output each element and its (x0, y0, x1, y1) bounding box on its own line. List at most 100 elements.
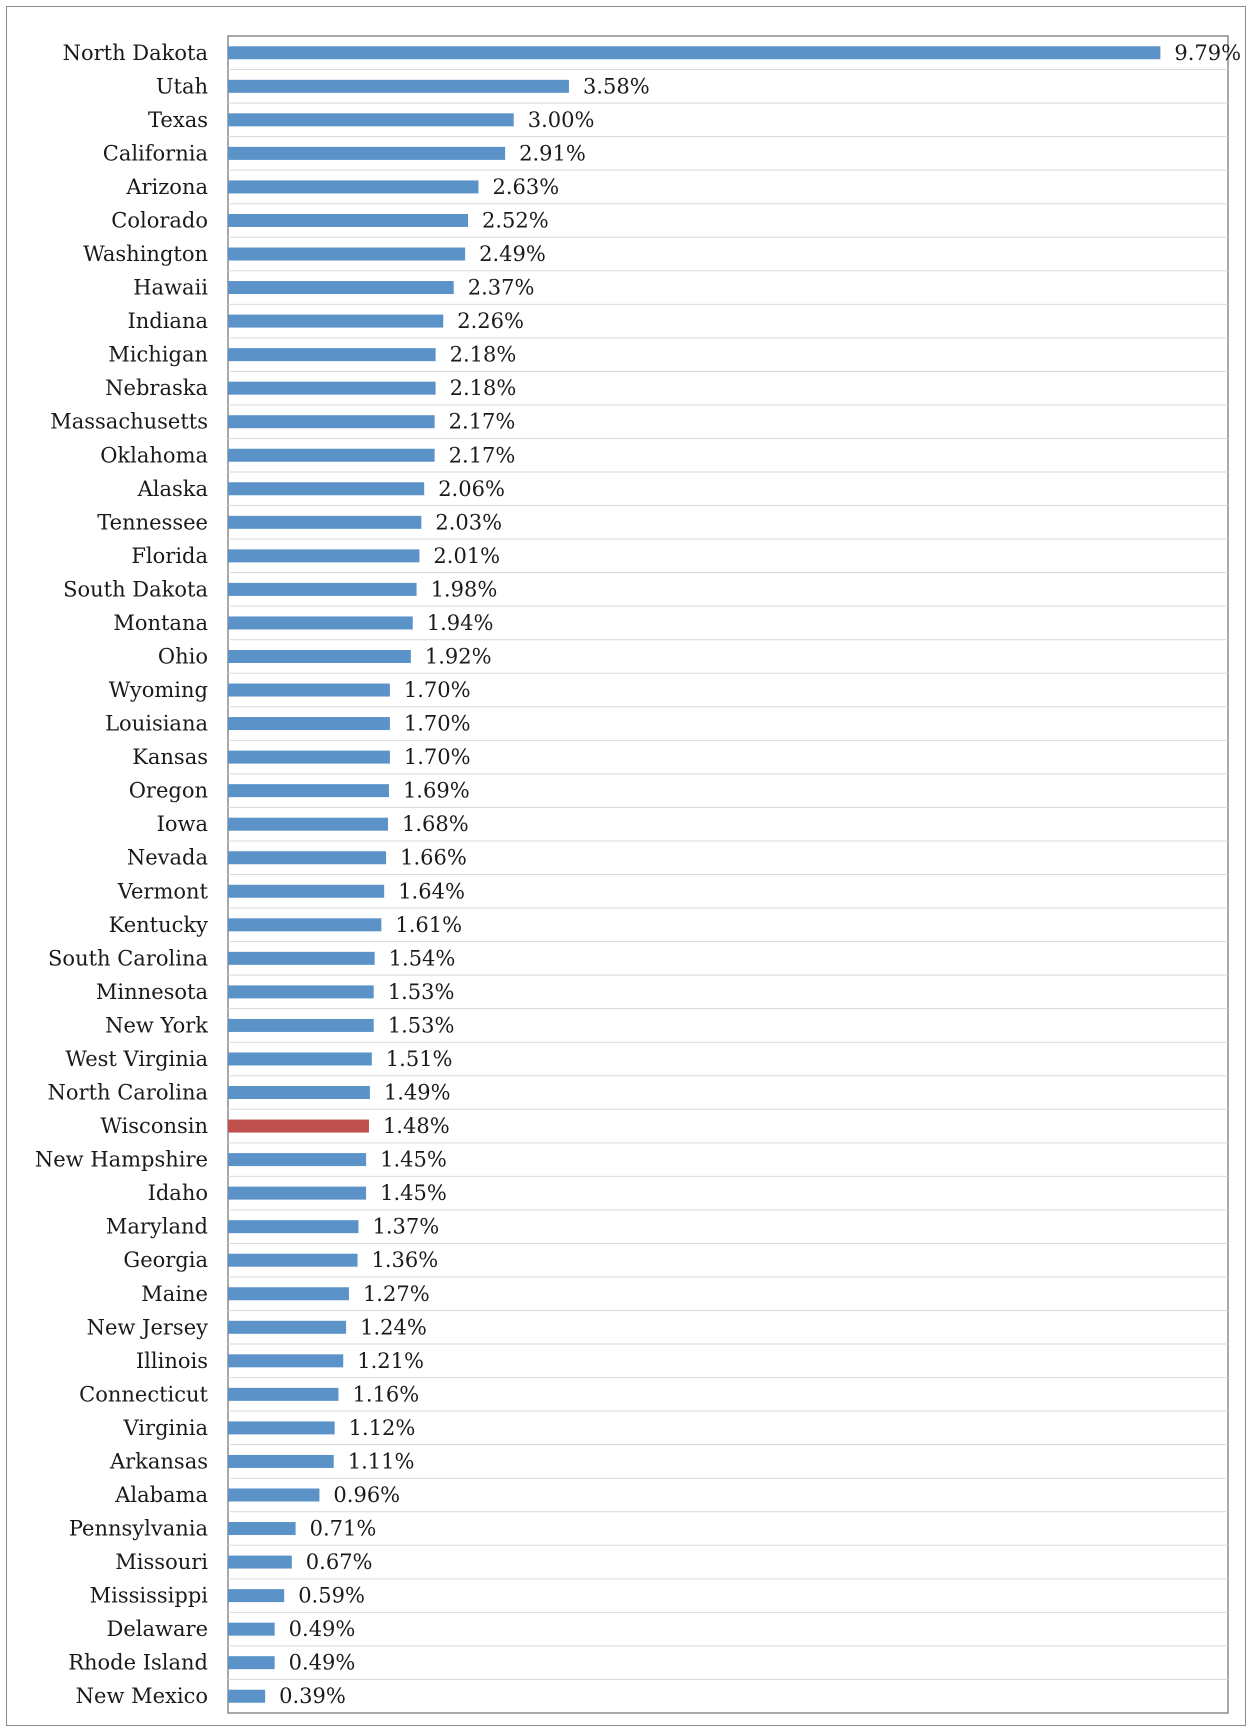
bar (228, 1186, 367, 1200)
data-label: 1.54% (389, 946, 456, 970)
category-label: Vermont (117, 879, 209, 903)
category-label: South Carolina (48, 946, 208, 970)
category-label: Virginia (123, 1416, 208, 1440)
category-label: Illinois (136, 1349, 208, 1373)
data-label: 1.11% (348, 1449, 415, 1473)
category-label: Massachusetts (50, 410, 208, 434)
category-label: Hawaii (133, 276, 208, 300)
category-label: Delaware (107, 1617, 208, 1641)
bar (228, 1018, 374, 1032)
data-label: 1.92% (425, 644, 492, 668)
data-label: 1.49% (384, 1081, 451, 1105)
data-label: 1.21% (357, 1349, 424, 1373)
bar (228, 46, 1161, 60)
bar (228, 1421, 335, 1435)
data-label: 1.70% (404, 678, 471, 702)
data-label: 1.27% (363, 1282, 430, 1306)
bar (228, 1656, 275, 1670)
bar (228, 582, 417, 596)
category-label: Alabama (114, 1483, 208, 1507)
chart-frame: North Dakota 9.79% Utah 3.58% Texas 3.00% Cali… (6, 6, 1246, 1726)
category-label: New Jersey (87, 1315, 209, 1339)
bar (228, 146, 506, 160)
category-label: Mississippi (90, 1584, 209, 1608)
bar (228, 1522, 296, 1536)
data-label: 2.63% (492, 175, 559, 199)
bar (228, 415, 435, 429)
data-label: 1.45% (380, 1181, 447, 1205)
bar (228, 1287, 349, 1301)
category-label: Louisiana (105, 712, 208, 736)
category-label: Idaho (148, 1181, 208, 1205)
data-label: 9.79% (1174, 41, 1241, 65)
data-label: 3.58% (583, 74, 650, 98)
data-label: 2.03% (435, 510, 502, 534)
data-label: 1.94% (427, 611, 494, 635)
category-label: New York (105, 1013, 208, 1037)
bar (228, 616, 413, 630)
data-label: 1.37% (372, 1215, 439, 1239)
data-label: 1.12% (349, 1416, 416, 1440)
category-label: Washington (83, 242, 208, 266)
data-label: 2.52% (482, 208, 549, 232)
category-label: Wisconsin (100, 1114, 208, 1138)
category-label: North Carolina (48, 1081, 208, 1105)
bar (228, 1555, 292, 1569)
data-label: 0.49% (289, 1617, 356, 1641)
category-label: Oklahoma (100, 443, 208, 467)
category-label: Michigan (108, 343, 208, 367)
data-label: 2.06% (438, 477, 505, 501)
category-label: Montana (113, 611, 208, 635)
bar (228, 1220, 359, 1234)
bar (228, 113, 514, 127)
bar (228, 1622, 275, 1636)
category-label: Wyoming (109, 678, 208, 702)
bar (228, 750, 390, 764)
category-label: New Mexico (76, 1684, 208, 1708)
data-label: 1.68% (402, 812, 469, 836)
category-label: Connecticut (79, 1382, 208, 1406)
data-label: 2.17% (449, 410, 516, 434)
bar (228, 817, 388, 831)
bar (228, 79, 569, 93)
bar (228, 649, 411, 663)
data-label: 1.98% (431, 577, 498, 601)
category-label: Georgia (123, 1248, 208, 1272)
data-label: 2.49% (479, 242, 546, 266)
bar (228, 851, 387, 865)
data-label: 1.69% (403, 779, 470, 803)
category-label: Colorado (111, 208, 208, 232)
category-label: Ohio (158, 644, 208, 668)
bar (228, 180, 479, 194)
category-label: Indiana (127, 309, 208, 333)
bar-chart: North Dakota 9.79% Utah 3.58% Texas 3.00% Cali… (35, 35, 1241, 1714)
category-label: Utah (156, 74, 208, 98)
bar (228, 1086, 370, 1100)
bar (228, 1354, 344, 1368)
bar (228, 281, 454, 295)
data-label: 1.16% (352, 1382, 419, 1406)
category-label: South Dakota (63, 577, 208, 601)
category-label: Maine (141, 1282, 208, 1306)
category-label: Arizona (125, 175, 208, 199)
data-label: 1.64% (398, 879, 465, 903)
bar (228, 1253, 358, 1267)
bar (228, 717, 390, 731)
bar (228, 884, 385, 898)
category-label: Arkansas (109, 1449, 208, 1473)
data-label: 0.67% (306, 1550, 373, 1574)
category-label: West Virginia (65, 1047, 208, 1071)
category-label: Oregon (129, 779, 208, 803)
data-label: 0.96% (333, 1483, 400, 1507)
data-label: 0.49% (289, 1651, 356, 1675)
bar (228, 918, 382, 932)
category-label: Rhode Island (68, 1651, 208, 1675)
bar (228, 1488, 320, 1502)
data-label: 2.91% (519, 141, 586, 165)
data-label: 0.71% (310, 1517, 377, 1541)
data-label: 2.18% (450, 343, 517, 367)
bar (228, 1119, 369, 1133)
bar (228, 213, 468, 227)
category-label: North Dakota (63, 41, 208, 65)
bar (228, 1320, 347, 1334)
